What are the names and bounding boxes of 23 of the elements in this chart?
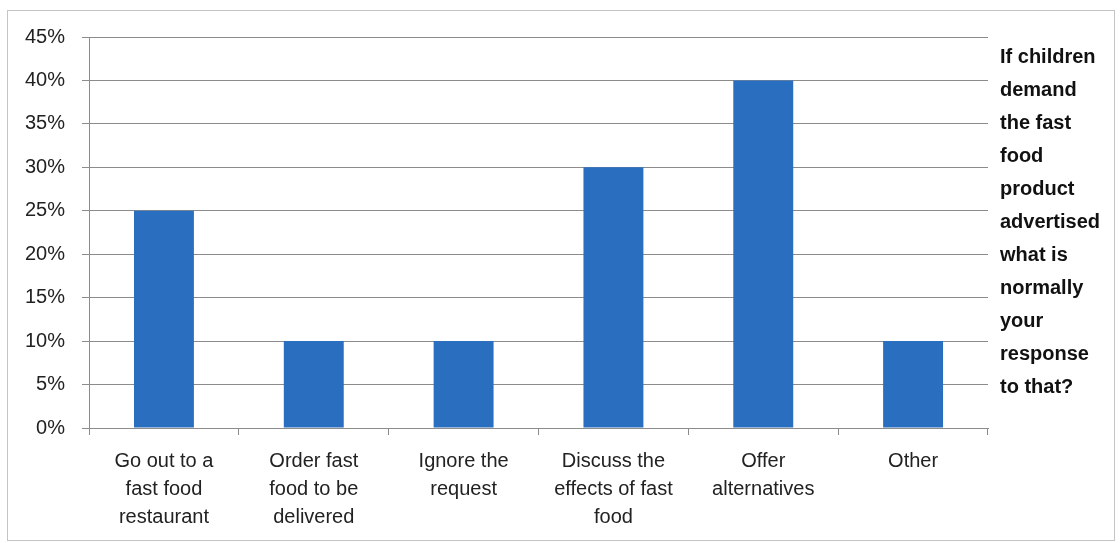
y-tick-label: 10% bbox=[25, 328, 66, 351]
bar bbox=[883, 341, 944, 428]
bar bbox=[433, 341, 494, 428]
bar bbox=[133, 210, 194, 428]
x-tick-label: Ignore the request bbox=[418, 448, 509, 499]
x-tick-label: Offer alternatives bbox=[712, 448, 815, 499]
bar bbox=[733, 80, 794, 428]
y-tick-label: 45% bbox=[25, 24, 66, 47]
y-tick-label: 40% bbox=[25, 67, 66, 90]
bar bbox=[283, 341, 344, 428]
y-tick-label: 25% bbox=[25, 198, 66, 221]
bar bbox=[583, 167, 644, 428]
x-tick-label: Discuss the effects of fast food bbox=[554, 448, 674, 527]
y-tick-label: 5% bbox=[36, 372, 66, 395]
x-tick-label: Order fast food to be delivered bbox=[269, 448, 359, 527]
chart-title: If children demand the fast food product advertised what is normally your response to that? bbox=[1000, 45, 1101, 397]
x-tick-label: Other bbox=[888, 448, 939, 471]
y-tick-label: 20% bbox=[25, 241, 66, 264]
y-tick-label: 0% bbox=[36, 415, 66, 438]
y-tick-label: 35% bbox=[25, 111, 66, 134]
y-tick-label: 15% bbox=[25, 285, 66, 308]
x-tick-label: Go out to a fast food restaurant bbox=[114, 448, 215, 527]
y-tick-label: 30% bbox=[25, 154, 66, 177]
